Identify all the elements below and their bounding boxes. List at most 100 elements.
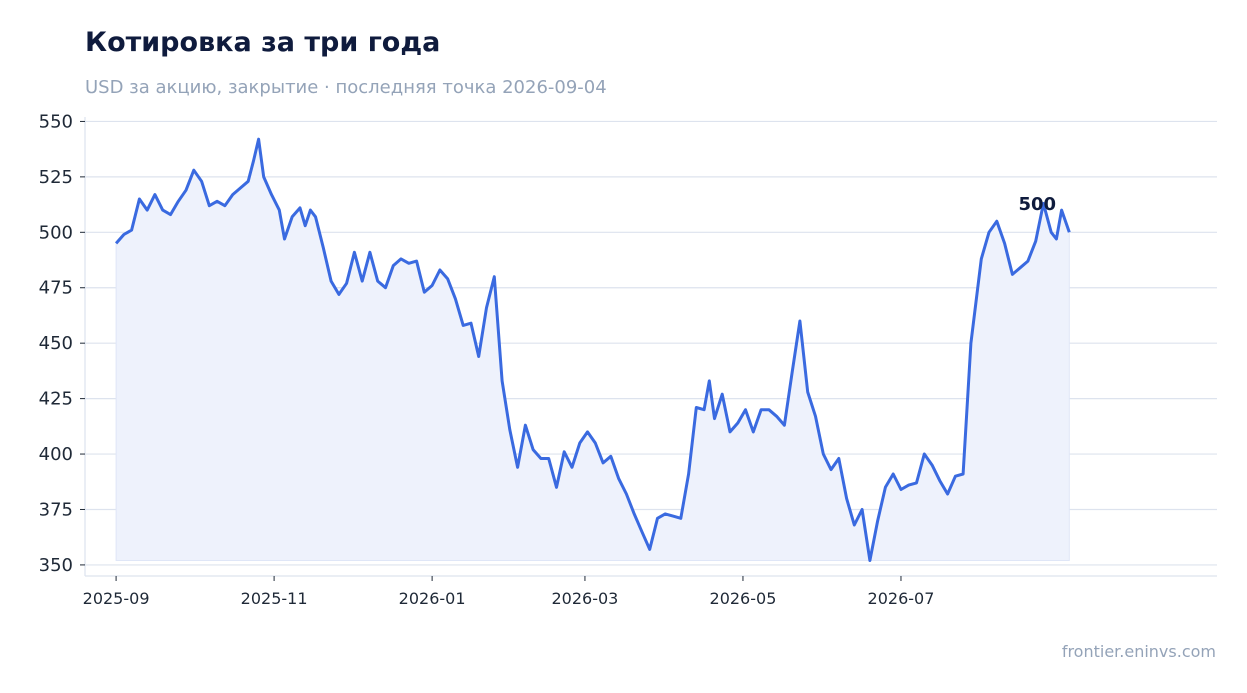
data-point bbox=[1034, 240, 1037, 243]
data-point bbox=[736, 422, 739, 425]
y-tick-label: 525 bbox=[39, 167, 73, 188]
data-point bbox=[192, 169, 195, 172]
data-point bbox=[392, 264, 395, 267]
data-point bbox=[1011, 273, 1014, 276]
data-point bbox=[423, 291, 426, 294]
data-point bbox=[969, 342, 972, 345]
data-point bbox=[640, 530, 643, 533]
data-point bbox=[679, 517, 682, 520]
chart-subtitle: USD за акцию, закрытие · последняя точка… bbox=[85, 77, 607, 98]
data-point bbox=[578, 442, 581, 445]
x-axis-ticks: 2025-09 2025-11 2026-01 2026-03 2026-05 2026-… bbox=[83, 576, 935, 608]
y-axis-ticks: 350 375 400 425 450 475 500 525 550 bbox=[39, 111, 85, 576]
data-point bbox=[892, 473, 895, 476]
y-tick-label: 450 bbox=[39, 333, 73, 354]
data-point bbox=[602, 461, 605, 464]
data-point bbox=[322, 246, 325, 249]
data-point bbox=[470, 322, 473, 325]
data-point bbox=[695, 406, 698, 409]
data-point bbox=[744, 408, 747, 411]
data-point bbox=[988, 231, 991, 234]
data-point bbox=[431, 284, 434, 287]
source-credit: frontier.eninvs.com bbox=[1061, 642, 1216, 661]
data-point bbox=[845, 497, 848, 500]
data-point bbox=[1055, 238, 1058, 241]
data-point bbox=[407, 262, 410, 265]
data-point bbox=[656, 517, 659, 520]
data-point bbox=[177, 200, 180, 203]
data-point bbox=[555, 486, 558, 489]
data-point bbox=[477, 355, 480, 358]
data-point bbox=[946, 493, 949, 496]
data-point bbox=[672, 515, 675, 518]
data-point bbox=[169, 213, 172, 216]
data-point bbox=[563, 450, 566, 453]
data-point bbox=[161, 209, 164, 212]
data-point bbox=[907, 484, 910, 487]
data-point bbox=[775, 415, 778, 418]
data-point bbox=[508, 428, 511, 431]
data-point bbox=[252, 160, 255, 163]
data-point bbox=[1050, 231, 1053, 234]
data-point bbox=[493, 275, 496, 278]
data-point bbox=[729, 430, 732, 433]
x-tick-label: 2025-11 bbox=[241, 589, 308, 608]
data-point bbox=[257, 138, 260, 141]
y-tick-label: 400 bbox=[39, 444, 73, 465]
data-point bbox=[462, 324, 465, 327]
data-point bbox=[687, 473, 690, 476]
data-point bbox=[299, 206, 302, 209]
data-point bbox=[853, 524, 856, 527]
data-point bbox=[1026, 260, 1029, 263]
data-point bbox=[539, 457, 542, 460]
data-point bbox=[938, 479, 941, 482]
data-point bbox=[501, 379, 504, 382]
data-point bbox=[485, 306, 488, 309]
data-point bbox=[314, 215, 317, 218]
data-point bbox=[900, 488, 903, 491]
y-tick-label: 375 bbox=[39, 499, 73, 520]
data-point bbox=[861, 508, 864, 511]
x-tick-label: 2026-01 bbox=[399, 589, 466, 608]
data-point bbox=[446, 277, 449, 280]
data-point bbox=[153, 193, 156, 196]
data-point bbox=[767, 408, 770, 411]
data-point bbox=[713, 417, 716, 420]
y-tick-label: 425 bbox=[39, 389, 73, 410]
data-point bbox=[586, 430, 589, 433]
data-point bbox=[594, 442, 597, 445]
data-point bbox=[368, 251, 371, 254]
data-point bbox=[830, 468, 833, 471]
data-point bbox=[822, 453, 825, 456]
data-point bbox=[270, 193, 273, 196]
y-tick-label: 550 bbox=[39, 111, 73, 132]
data-point bbox=[547, 457, 550, 460]
data-point bbox=[146, 209, 149, 212]
data-point bbox=[633, 512, 636, 515]
data-point bbox=[837, 457, 840, 460]
data-point bbox=[1060, 209, 1063, 212]
data-point bbox=[814, 415, 817, 418]
data-point bbox=[200, 180, 203, 183]
data-point bbox=[122, 233, 125, 236]
data-point bbox=[130, 229, 133, 232]
price-line bbox=[114, 137, 1071, 562]
data-point bbox=[138, 198, 141, 201]
data-point bbox=[868, 559, 871, 562]
data-point bbox=[954, 475, 957, 478]
data-point bbox=[524, 424, 527, 427]
data-point bbox=[609, 455, 612, 458]
data-point bbox=[648, 548, 651, 551]
y-tick-label: 475 bbox=[39, 278, 73, 299]
data-point bbox=[438, 269, 441, 272]
data-point bbox=[384, 286, 387, 289]
x-tick-label: 2026-07 bbox=[868, 589, 935, 608]
data-point bbox=[980, 257, 983, 260]
data-point bbox=[231, 193, 234, 196]
data-point bbox=[721, 393, 724, 396]
data-point bbox=[330, 280, 333, 283]
data-point bbox=[876, 519, 879, 522]
data-point bbox=[760, 408, 763, 411]
data-point bbox=[915, 481, 918, 484]
chart-title: Котировка за три года bbox=[85, 27, 441, 58]
